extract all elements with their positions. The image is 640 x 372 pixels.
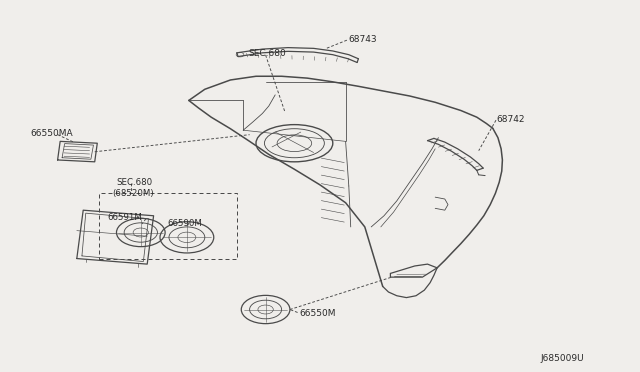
Text: SEC.680: SEC.680	[248, 49, 286, 58]
Text: SEC.680: SEC.680	[116, 178, 152, 187]
Text: 66550MA: 66550MA	[31, 129, 74, 138]
Text: J685009U: J685009U	[541, 355, 584, 363]
Text: 66550M: 66550M	[300, 309, 336, 318]
Text: (68520M): (68520M)	[112, 189, 154, 198]
Text: 66590M: 66590M	[168, 219, 202, 228]
Text: 68743: 68743	[349, 35, 378, 44]
Text: 66591M: 66591M	[108, 213, 142, 222]
Text: 68742: 68742	[496, 115, 525, 124]
